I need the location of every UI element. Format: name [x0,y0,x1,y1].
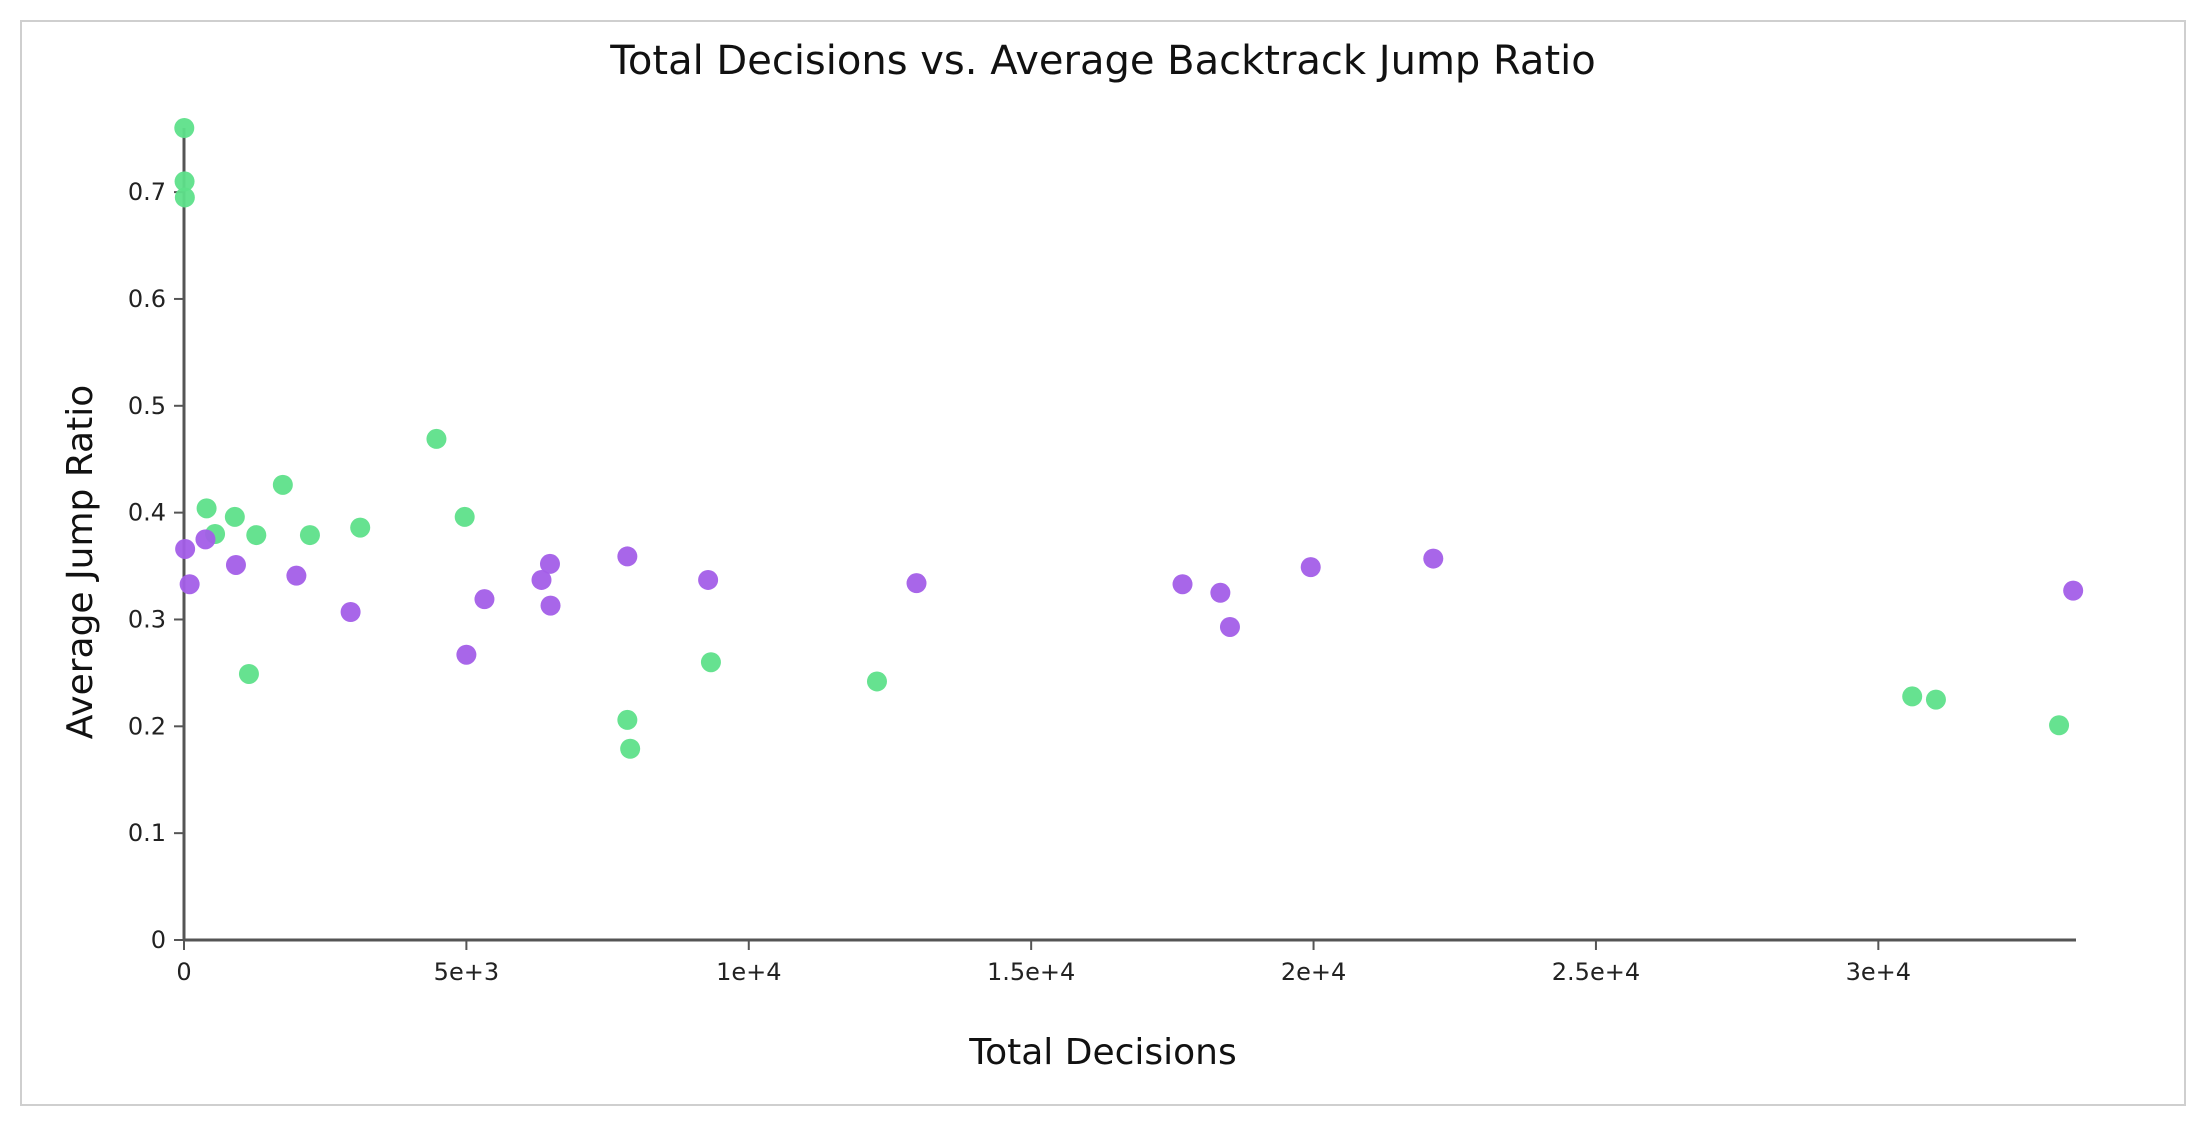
data-point-series-2[interactable] [195,529,216,550]
data-point-series-1[interactable] [617,709,638,730]
y-axis-ticks: 0 0.1 0.2 0.3 0.4 0.5 0.6 0.7 [128,178,184,954]
x-tick-label: 2.5e+4 [1552,958,1640,986]
data-point-series-2[interactable] [2063,580,2084,601]
y-tick-label: 0.6 [128,285,166,313]
data-point-series-2[interactable] [698,569,719,590]
x-tick-label: 0 [176,958,191,986]
data-point-series-2[interactable] [1423,548,1444,569]
data-point-series-2[interactable] [179,574,200,595]
y-tick-label: 0 [151,926,166,954]
data-point-series-2[interactable] [474,589,495,610]
y-axis-label: Average Jump Ratio [60,385,101,740]
data-point-series-1[interactable] [299,525,320,546]
chart-title: Total Decisions vs. Average Backtrack Ju… [609,38,1595,84]
x-tick-label: 2e+4 [1281,958,1346,986]
y-tick-label: 0.1 [128,819,166,847]
data-point-series-1[interactable] [174,171,195,192]
data-point-series-1[interactable] [700,652,721,673]
data-point-series-1[interactable] [2049,715,2070,736]
data-point-series-1[interactable] [224,506,245,527]
data-point-series-1[interactable] [272,474,293,495]
data-point-series-2[interactable] [539,553,560,574]
x-tick-label: 3e+4 [1846,958,1911,986]
y-tick-label: 0.4 [128,499,166,527]
data-point-series-2[interactable] [1300,557,1321,578]
data-point-series-1[interactable] [174,118,195,138]
data-point-series-1[interactable] [454,506,475,527]
data-point-series-2[interactable] [540,595,561,616]
y-tick-label: 0.2 [128,712,166,740]
x-tick-label: 5e+3 [434,958,499,986]
data-point-series-2[interactable] [456,644,477,665]
data-point-series-1[interactable] [866,671,887,692]
x-axis-label: Total Decisions [968,1032,1237,1073]
data-point-series-1[interactable] [1902,686,1923,707]
data-point-series-2[interactable] [175,538,196,559]
data-point-series-2[interactable] [225,554,246,575]
data-point-series-1[interactable] [426,428,447,449]
data-point-series-1[interactable] [174,187,195,208]
y-tick-label: 0.3 [128,605,166,633]
data-point-series-1[interactable] [350,517,371,538]
x-axis-ticks: 0 5e+3 1e+4 1.5e+4 2e+4 2.5e+4 3e+4 [176,940,1911,986]
chart-frame [20,20,2186,1106]
data-point-series-2[interactable] [340,601,361,622]
data-point-series-1[interactable] [246,525,267,546]
data-points [174,118,2084,759]
data-point-series-1[interactable] [620,738,641,759]
data-point-series-2[interactable] [617,546,638,567]
x-tick-label: 1e+4 [716,958,781,986]
data-point-series-2[interactable] [531,569,552,590]
data-point-series-1[interactable] [196,498,217,519]
x-tick-label: 1.5e+4 [987,958,1075,986]
y-tick-label: 0.5 [128,392,166,420]
data-point-series-2[interactable] [286,565,307,586]
y-tick-label: 0.7 [128,178,166,206]
data-point-series-1[interactable] [238,663,259,684]
data-point-series-1[interactable] [1925,689,1946,710]
data-point-series-2[interactable] [1210,582,1231,603]
data-point-series-2[interactable] [906,573,927,594]
data-point-series-2[interactable] [1219,616,1240,637]
data-point-series-2[interactable] [1172,574,1193,595]
